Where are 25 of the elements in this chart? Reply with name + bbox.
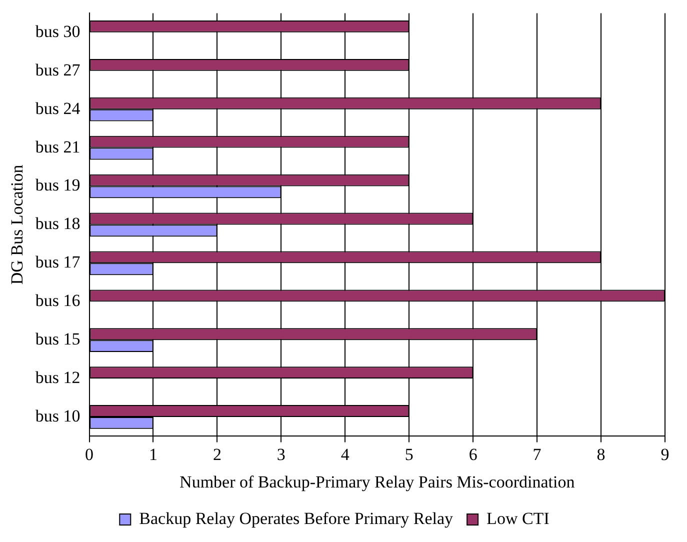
y-tick-label: bus 17	[35, 252, 81, 272]
y-tick-label: bus 18	[35, 214, 80, 234]
x-tick-label: 8	[596, 444, 606, 464]
y-tick-label: bus 24	[35, 98, 81, 118]
y-tick-label: bus 21	[35, 137, 80, 156]
x-tick-label: 3	[276, 444, 286, 464]
x-tick-label: 1	[148, 444, 158, 464]
y-tick-label: bus 19	[35, 176, 80, 195]
x-tick-label: 9	[660, 444, 670, 464]
y-tick-label: bus 15	[35, 330, 80, 349]
x-tick-label: 6	[468, 444, 478, 464]
y-tick-label: bus 16	[35, 291, 80, 310]
x-axis-title: Number of Backup-Primary Relay Pairs Mis-coordination	[180, 472, 576, 492]
y-tick-label: bus 27	[35, 60, 81, 80]
legend-label: Backup Relay Operates Before Primary Relay	[139, 508, 454, 528]
legend-label: Low CTI	[486, 508, 550, 528]
y-tick-label: bus 10	[35, 406, 80, 426]
x-tick-label: 7	[532, 444, 542, 464]
x-tick-label: 2	[212, 444, 222, 464]
y-tick-label: bus 12	[35, 368, 80, 387]
y-tick-label: bus 30	[35, 22, 80, 41]
x-tick-label: 5	[404, 444, 414, 464]
y-axis-title: DG Bus Location	[8, 164, 27, 285]
x-tick-label: 4	[340, 444, 350, 464]
x-tick-label: 0	[85, 444, 94, 464]
